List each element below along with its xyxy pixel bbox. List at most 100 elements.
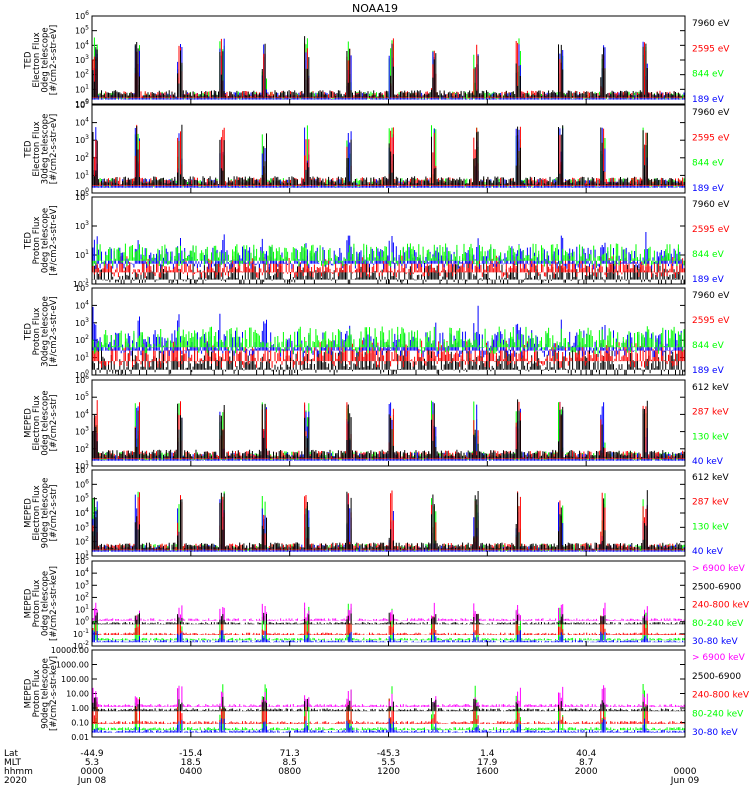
legend-entry: 7960 eV [692, 291, 730, 301]
y-axis-label-line: 0deg telescope [40, 208, 50, 273]
legend-entry: 7960 eV [692, 19, 730, 29]
series-trace [92, 697, 685, 724]
figure-title: NOAA19 [352, 2, 398, 15]
legend-entry: 40 keV [692, 547, 724, 557]
y-tick-label: 101 [75, 169, 89, 180]
x-tick-label: 0000 [674, 767, 697, 777]
x-row-label: hhmm [4, 767, 33, 777]
legend-entry: 844 eV [692, 70, 725, 80]
y-tick-label: 102 [75, 69, 89, 80]
y-axis-label-line: [#/cm2-s-str-eV] [49, 205, 59, 275]
legend-entry: 30-80 keV [692, 637, 738, 647]
x-row-label: Lat [4, 749, 19, 759]
y-axis-label-line: 30deg telescope [40, 114, 50, 185]
y-tick-label: 105 [75, 391, 89, 402]
series-trace [92, 326, 685, 354]
legend-entry: 2595 eV [692, 133, 730, 143]
legend-entry: 40 keV [692, 457, 724, 467]
y-tick-label: 104 [75, 408, 89, 419]
legend-entry: 7960 eV [692, 108, 730, 118]
y-tick-label: 1.00 [71, 704, 89, 713]
y-tick-label: 101 [75, 550, 89, 561]
y-tick-label: 101 [75, 249, 89, 260]
y-tick-label: 103 [75, 317, 89, 328]
series-trace [92, 685, 685, 707]
y-tick-label: 102 [75, 334, 89, 345]
legend-entry: 80-240 keV [692, 619, 744, 629]
x-tick-label: Jun 08 [77, 776, 107, 786]
y-tick-label: 106 [75, 374, 89, 385]
y-tick-label: 103 [75, 134, 89, 145]
y-tick-label: 10-1 [73, 628, 89, 639]
y-tick-label: 1000.00 [56, 661, 89, 670]
x-tick-label: -44.9 [80, 749, 104, 759]
series-trace [92, 718, 685, 733]
y-tick-label: 104 [75, 117, 89, 128]
y-tick-label: 10-2 [73, 640, 89, 651]
legend-entry: 2595 eV [692, 44, 730, 54]
legend-entry: 2500-6900 [692, 672, 741, 682]
x-tick-label: 71.3 [280, 749, 300, 759]
y-tick-label: 106 [75, 478, 89, 489]
y-tick-label: 10-1 [73, 278, 89, 289]
legend-entry: 844 eV [692, 159, 725, 169]
y-axis-label-line: [#/cm2-s-str-keV] [49, 566, 59, 641]
y-axis-label-line: Proton Flux [32, 580, 42, 628]
series-trace [92, 36, 685, 98]
x-tick-label: 1200 [377, 767, 400, 777]
legend-entry: 80-240 keV [692, 709, 744, 719]
y-tick-label: 104 [75, 507, 89, 518]
y-axis-label-line: [#/cm2-s-str] [49, 395, 59, 452]
y-axis-label-line: Proton Flux [32, 670, 42, 718]
y-tick-label: 105 [75, 99, 89, 110]
legend-entry: 2500-6900 [692, 582, 741, 592]
series-trace [92, 602, 685, 621]
y-tick-label: 102 [75, 443, 89, 454]
y-axis-label-line: TED [23, 140, 33, 159]
legend-entry: 287 keV [692, 408, 729, 418]
y-axis-label-line: MEPED [23, 588, 33, 618]
y-tick-label: 105 [75, 282, 89, 293]
x-tick-label: -15.4 [179, 749, 203, 759]
y-axis-label-line: [#/cm2-s-str-keV] [49, 656, 59, 731]
y-axis-label-line: Electron Flux [32, 32, 42, 87]
series-trace [92, 399, 685, 459]
x-tick-label: Jun 09 [670, 776, 700, 786]
x-tick-label: 1.4 [480, 749, 495, 759]
y-axis-label-line: [#/cm2-s-str-eV] [49, 114, 59, 184]
y-tick-label: 103 [75, 54, 89, 65]
y-tick-label: 104 [75, 567, 89, 578]
x-row-label: MLT [4, 758, 22, 768]
legend-entry: 130 keV [692, 432, 729, 442]
y-axis-label-line: TED [23, 51, 33, 70]
x-tick-label: -45.3 [377, 749, 400, 759]
y-axis-label-line: 0deg telescope [40, 27, 50, 92]
x-row-label: 2020 [4, 776, 27, 786]
y-tick-label: 100 [75, 187, 89, 198]
y-tick-label: 101 [75, 83, 89, 94]
y-axis-label-line: 90deg telescope [40, 478, 50, 549]
y-tick-label: 106 [75, 10, 89, 21]
legend-entry: 287 keV [692, 498, 729, 508]
series-trace [92, 243, 685, 267]
y-tick-label: 10000.00 [51, 646, 89, 655]
y-tick-label: 10.00 [66, 690, 89, 699]
y-tick-label: 103 [75, 426, 89, 437]
legend-entry: 30-80 keV [692, 728, 738, 738]
y-axis-label-line: MEPED [23, 408, 33, 438]
y-tick-label: 103 [75, 220, 89, 231]
legend-entry: 7960 eV [692, 200, 730, 210]
y-axis-label-line: MEPED [23, 678, 33, 708]
legend-entry: 844 eV [692, 341, 725, 351]
y-tick-label: 102 [75, 536, 89, 547]
y-tick-label: 103 [75, 579, 89, 590]
legend-entry: 612 keV [692, 383, 729, 393]
y-tick-label: 100 [75, 369, 89, 380]
x-tick-label: 18.5 [181, 758, 201, 768]
